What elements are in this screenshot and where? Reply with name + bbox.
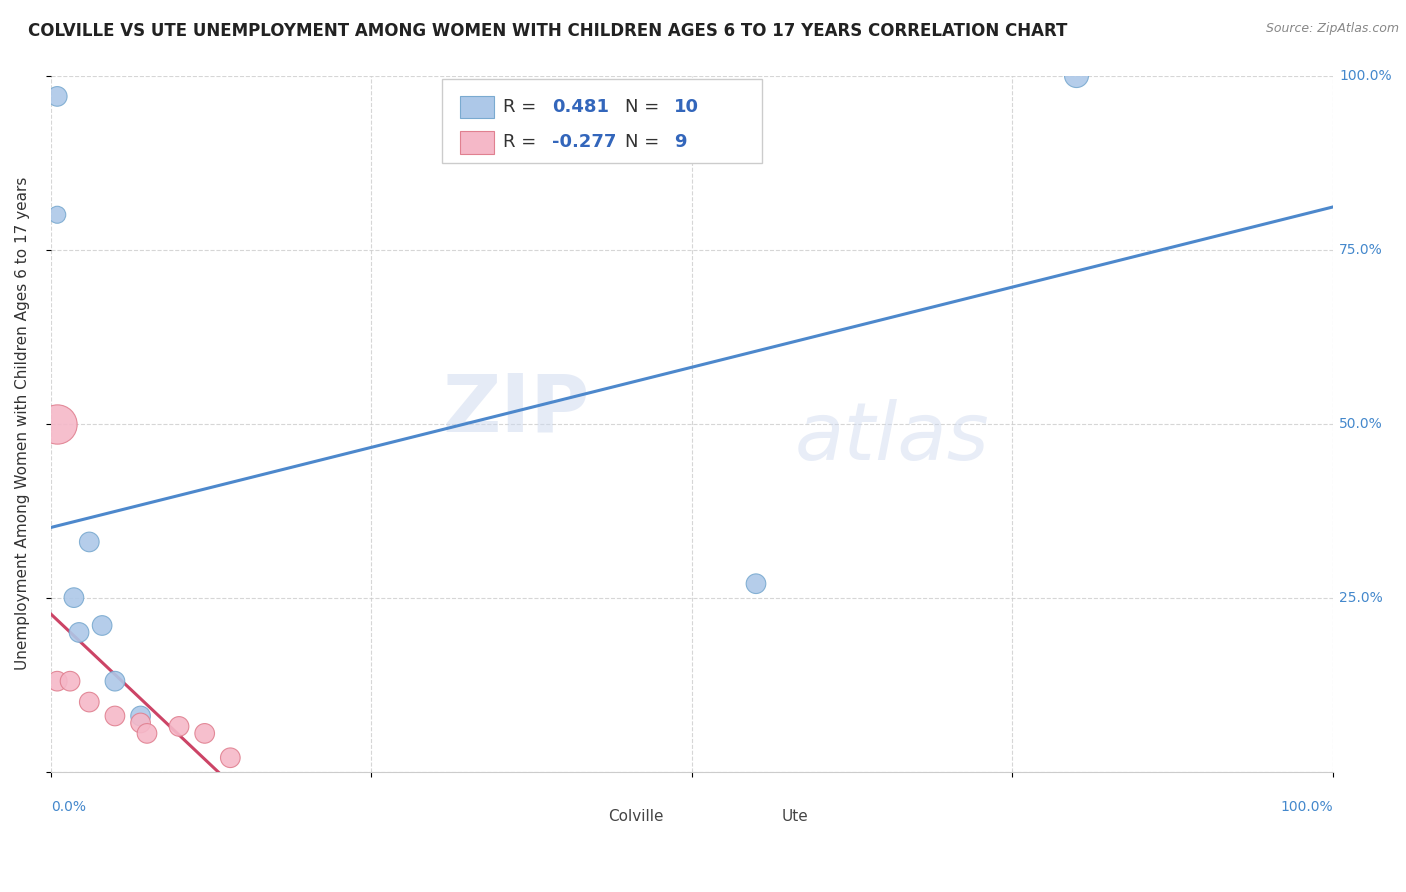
FancyBboxPatch shape [575, 807, 603, 826]
Text: N =: N = [626, 98, 665, 116]
Text: COLVILLE VS UTE UNEMPLOYMENT AMONG WOMEN WITH CHILDREN AGES 6 TO 17 YEARS CORREL: COLVILLE VS UTE UNEMPLOYMENT AMONG WOMEN… [28, 22, 1067, 40]
Point [67, 625, 90, 640]
Text: atlas: atlas [794, 399, 990, 476]
Text: -0.277: -0.277 [553, 133, 616, 152]
Text: 100.0%: 100.0% [1340, 69, 1392, 83]
Point [46, 89, 69, 103]
Point [79, 535, 101, 549]
Point [91, 618, 114, 632]
Point [46, 417, 69, 431]
Point [59, 674, 82, 689]
Text: 9: 9 [673, 133, 686, 152]
Point [63, 591, 86, 605]
FancyBboxPatch shape [460, 95, 495, 119]
FancyBboxPatch shape [441, 79, 762, 162]
Point [79, 695, 101, 709]
Text: 0.0%: 0.0% [51, 799, 86, 814]
Text: ZIP: ZIP [441, 371, 589, 449]
Text: R =: R = [503, 133, 543, 152]
Text: 10: 10 [673, 98, 699, 116]
Point [46, 674, 69, 689]
Point [219, 751, 242, 765]
Point [129, 709, 152, 723]
Text: Ute: Ute [782, 809, 808, 824]
Text: N =: N = [626, 133, 665, 152]
Point [745, 576, 768, 591]
FancyBboxPatch shape [460, 131, 495, 153]
Text: 0.481: 0.481 [553, 98, 609, 116]
Point [1066, 69, 1088, 83]
Point [104, 674, 127, 689]
Point [104, 709, 127, 723]
Point [167, 719, 190, 733]
Point [129, 715, 152, 730]
Point [136, 726, 159, 740]
Text: R =: R = [503, 98, 543, 116]
Text: 50.0%: 50.0% [1340, 417, 1384, 431]
Text: 100.0%: 100.0% [1281, 799, 1333, 814]
Point [194, 726, 217, 740]
FancyBboxPatch shape [748, 807, 776, 826]
Text: Colville: Colville [609, 809, 664, 824]
Text: 25.0%: 25.0% [1340, 591, 1384, 605]
Y-axis label: Unemployment Among Women with Children Ages 6 to 17 years: Unemployment Among Women with Children A… [15, 177, 30, 670]
Text: 75.0%: 75.0% [1340, 243, 1384, 257]
Point [46, 208, 69, 222]
Text: Source: ZipAtlas.com: Source: ZipAtlas.com [1265, 22, 1399, 36]
